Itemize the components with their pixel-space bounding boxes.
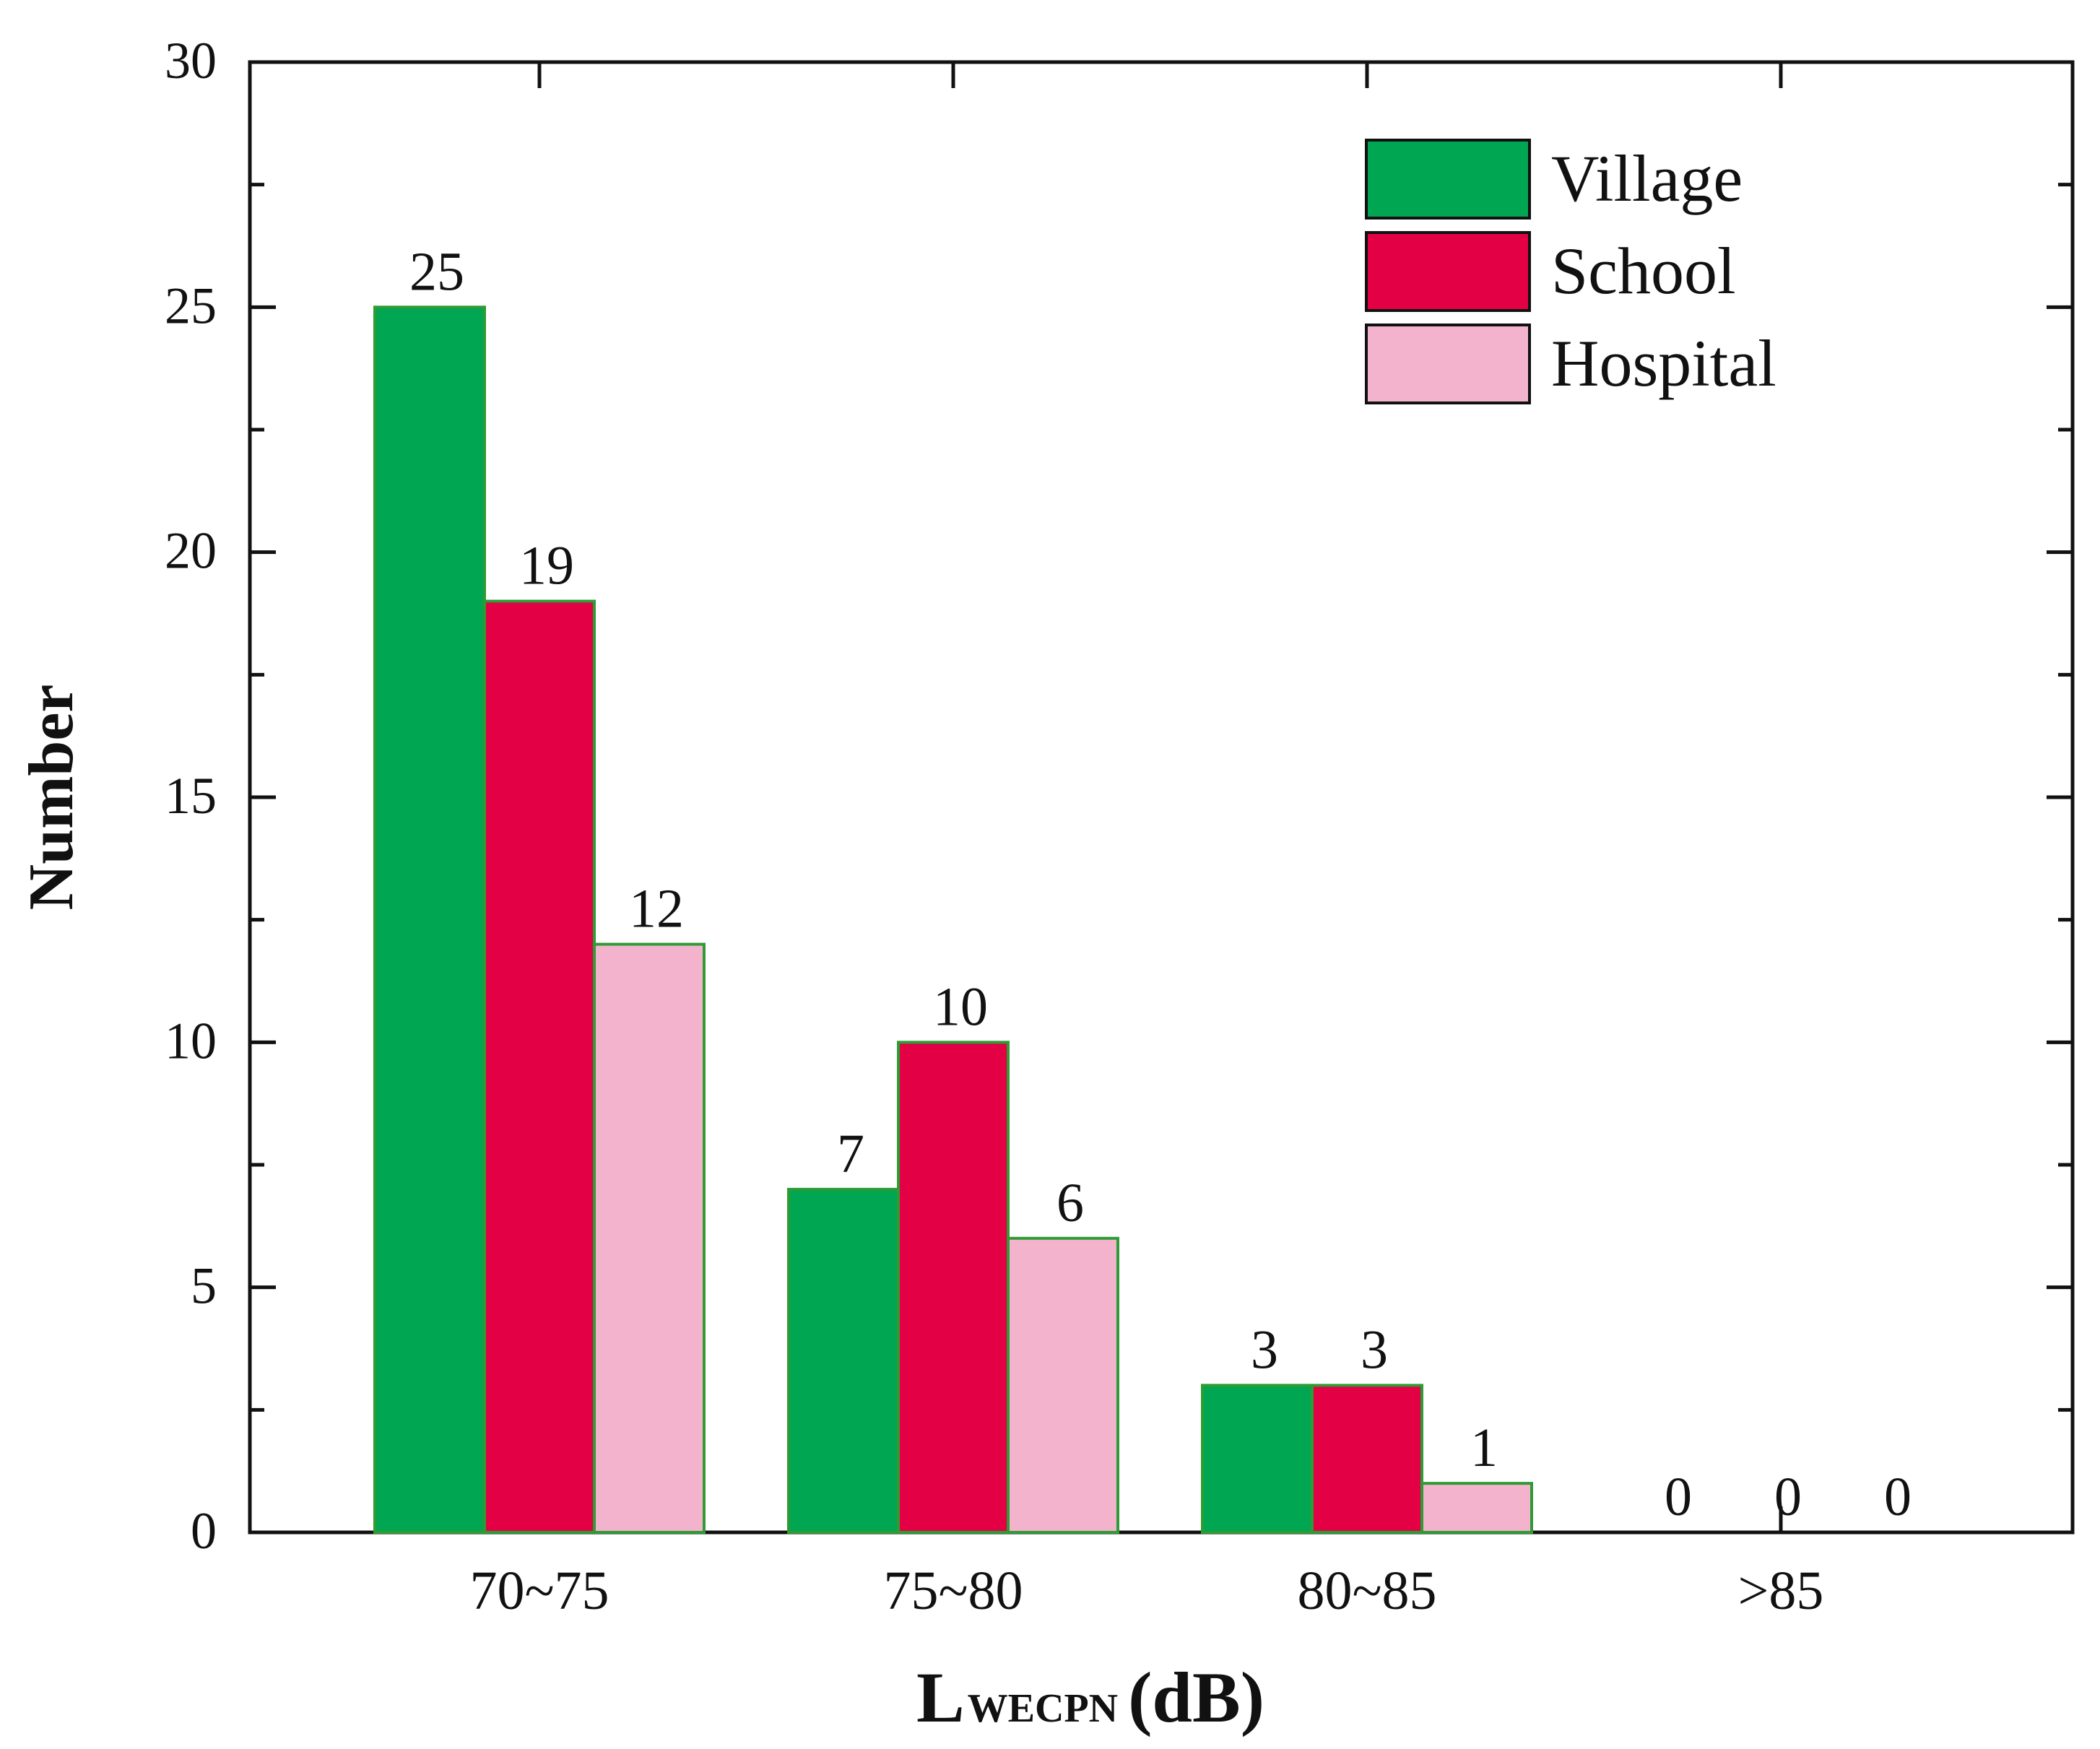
data-label: 10 xyxy=(933,976,988,1037)
x-axis-label: LWECPN (dB) xyxy=(916,1657,1264,1737)
data-label: 0 xyxy=(1665,1467,1692,1527)
x-axis-label-main: L xyxy=(916,1657,965,1737)
x-tick-label: 75~80 xyxy=(883,1561,1023,1621)
bars xyxy=(373,305,1533,1535)
data-label: 1 xyxy=(1470,1418,1498,1478)
y-tick-label: 15 xyxy=(165,767,217,825)
y-tick-label: 5 xyxy=(191,1257,217,1315)
y-tick-label: 10 xyxy=(165,1012,217,1069)
data-label: 0 xyxy=(1774,1467,1802,1527)
bar-hospital xyxy=(1007,1236,1119,1535)
legend: Village School Hospital xyxy=(1365,139,1776,404)
data-label: 19 xyxy=(519,536,574,596)
bar-hospital xyxy=(1420,1482,1533,1534)
bar-school xyxy=(1311,1384,1423,1535)
x-axis-label-subscript: WECPN xyxy=(968,1686,1118,1731)
data-label: 12 xyxy=(629,879,684,939)
legend-swatch-hospital xyxy=(1365,324,1531,404)
data-label: 7 xyxy=(837,1124,864,1184)
x-tick-labels: 70~75 75~80 80~85 >85 xyxy=(469,1561,1823,1621)
data-label: 0 xyxy=(1884,1467,1912,1527)
data-label: 25 xyxy=(409,241,464,302)
y-tick-labels: 0 5 10 15 20 25 30 xyxy=(165,32,217,1560)
y-axis-label: Number xyxy=(17,685,87,911)
x-tick-label: >85 xyxy=(1738,1561,1824,1621)
axis-ticks xyxy=(250,60,2073,1535)
bar-village xyxy=(373,305,486,1534)
data-label: 6 xyxy=(1056,1173,1084,1233)
y-tick-label: 25 xyxy=(165,277,217,334)
legend-label: Village xyxy=(1551,142,1743,215)
bar-hospital xyxy=(593,942,706,1534)
y-tick-label: 30 xyxy=(165,32,217,90)
bar-village xyxy=(787,1187,900,1535)
y-tick-label: 0 xyxy=(191,1502,217,1560)
legend-swatch-village xyxy=(1365,139,1531,220)
y-tick-label: 20 xyxy=(165,522,217,580)
bar-school xyxy=(483,599,596,1534)
x-axis-label-unit: (dB) xyxy=(1128,1657,1264,1737)
legend-label: School xyxy=(1551,234,1736,308)
x-tick-label: 80~85 xyxy=(1297,1561,1436,1621)
data-label: 3 xyxy=(1361,1319,1388,1380)
bar-school xyxy=(897,1041,1010,1535)
x-tick-label: 70~75 xyxy=(469,1561,609,1621)
data-label: 3 xyxy=(1251,1319,1278,1380)
bar-village xyxy=(1201,1384,1314,1535)
legend-swatch-school xyxy=(1365,231,1531,312)
legend-label: Hospital xyxy=(1551,326,1776,400)
